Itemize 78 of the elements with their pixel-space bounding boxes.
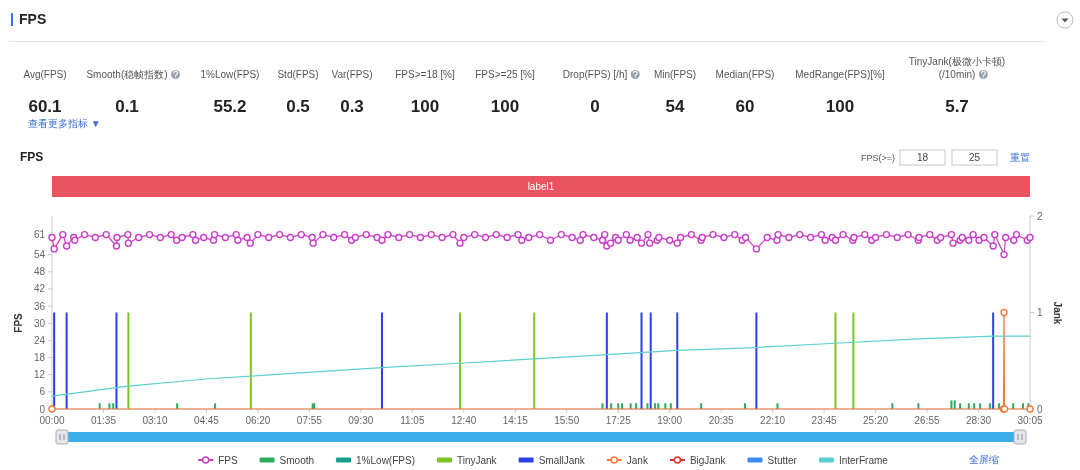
x-tick-label: 20:35 <box>708 415 735 426</box>
category-label: FPS>=25 [%] <box>475 69 535 80</box>
text: FPS <box>19 11 47 27</box>
x-tick-label: 28:30 <box>966 415 992 426</box>
y-axis-title: FPS <box>13 312 24 333</box>
y-tick-label: 18 <box>33 352 46 364</box>
legend-label: Jank <box>626 454 649 466</box>
data-label: 100 <box>490 97 520 116</box>
y2-tick-label: 2 <box>1037 210 1043 222</box>
chart-title: FPS <box>20 150 44 164</box>
x-tick-label: 14:15 <box>502 415 529 426</box>
x-tick-label: 17:25 <box>605 415 632 426</box>
x-tick-label: 25:20 <box>863 415 889 426</box>
y2-axis-title: Jank <box>1052 301 1063 325</box>
data-label: 54 <box>665 97 685 116</box>
data-label: 60 <box>735 97 755 116</box>
legend-label: Smooth <box>279 454 315 466</box>
legend-label: 1%Low(FPS) <box>356 454 415 466</box>
text: 18 <box>916 152 929 163</box>
x-tick-label: 19:00 <box>657 415 683 426</box>
category-label: Var(FPS) <box>331 69 373 80</box>
x-tick-label: 01:35 <box>90 415 117 426</box>
category-label: Median(FPS) <box>715 69 775 80</box>
category-label: 1%Low(FPS) <box>200 69 260 80</box>
y-tick-label: 6 <box>39 386 46 398</box>
text: FPS(>=) <box>860 153 895 163</box>
legend-label: InterFrame <box>838 454 889 466</box>
category-label: FPS>=18 [%] <box>395 69 455 80</box>
x-tick-label: 11:05 <box>400 415 425 426</box>
category-label: TinyJank(极微小卡顿) (/10min) <box>908 56 1006 80</box>
x-tick-label: 07:55 <box>296 415 323 426</box>
x-tick-label: 26:55 <box>914 415 940 426</box>
x-tick-label: 00:00 <box>39 415 65 426</box>
y-tick-label: 36 <box>33 300 46 312</box>
y2-tick-label: 0 <box>1037 403 1043 415</box>
category-label: Smooth(稳帧指数) <box>86 69 168 80</box>
category-label: Avg(FPS) <box>23 69 67 80</box>
y-tick-label: 48 <box>33 266 46 278</box>
data-label: 0 <box>590 97 600 116</box>
y-tick-label: 61 <box>33 229 46 241</box>
legend-label: FPS <box>218 454 238 466</box>
y-tick-label: 42 <box>33 283 46 295</box>
x-tick-label: 30:05 <box>1017 415 1043 426</box>
data-label: 5.7 <box>945 97 969 116</box>
category-label: MedRange(FPS)[%] <box>795 69 885 80</box>
x-tick-label: 22:10 <box>760 415 786 426</box>
category-label: Min(FPS) <box>653 69 697 80</box>
x-tick-label: 09:30 <box>348 415 374 426</box>
y-tick-label: 30 <box>33 317 46 329</box>
x-tick-label: 12:40 <box>451 415 477 426</box>
data-label: 0.1 <box>115 97 139 116</box>
category-label: Drop(FPS) [/h] <box>562 69 628 80</box>
text: 全屏缩 <box>969 454 999 465</box>
text: 25 <box>968 152 981 163</box>
category-label: Std(FPS) <box>277 69 319 80</box>
data-label: 100 <box>410 97 440 116</box>
legend-label: SmallJank <box>538 454 586 466</box>
x-tick-label: 04:45 <box>193 415 220 426</box>
x-tick-label: 15:50 <box>554 415 580 426</box>
x-tick-label: 06:20 <box>245 415 271 426</box>
legend-label: TinyJank <box>456 454 498 466</box>
y2-tick-label: 1 <box>1037 307 1043 318</box>
y-tick-label: 12 <box>33 369 46 381</box>
text: label1 <box>527 181 555 192</box>
y-tick-label: 0 <box>39 403 46 415</box>
data-label: 0.3 <box>340 97 364 116</box>
y-tick-label: 54 <box>33 249 46 261</box>
data-label: 0.5 <box>286 97 310 116</box>
legend-label: Stutter <box>767 454 798 466</box>
data-label: 100 <box>825 97 855 116</box>
data-label: 55.2 <box>213 97 247 116</box>
x-tick-label: 23:45 <box>811 415 838 426</box>
text: 查看更多指标 ▼ <box>28 118 101 129</box>
x-tick-label: 03:10 <box>142 415 168 426</box>
data-label: 60.1 <box>28 97 62 116</box>
legend-label: BigJank <box>689 454 727 466</box>
y-tick-label: 24 <box>33 334 46 346</box>
text: 重置 <box>1010 152 1030 163</box>
